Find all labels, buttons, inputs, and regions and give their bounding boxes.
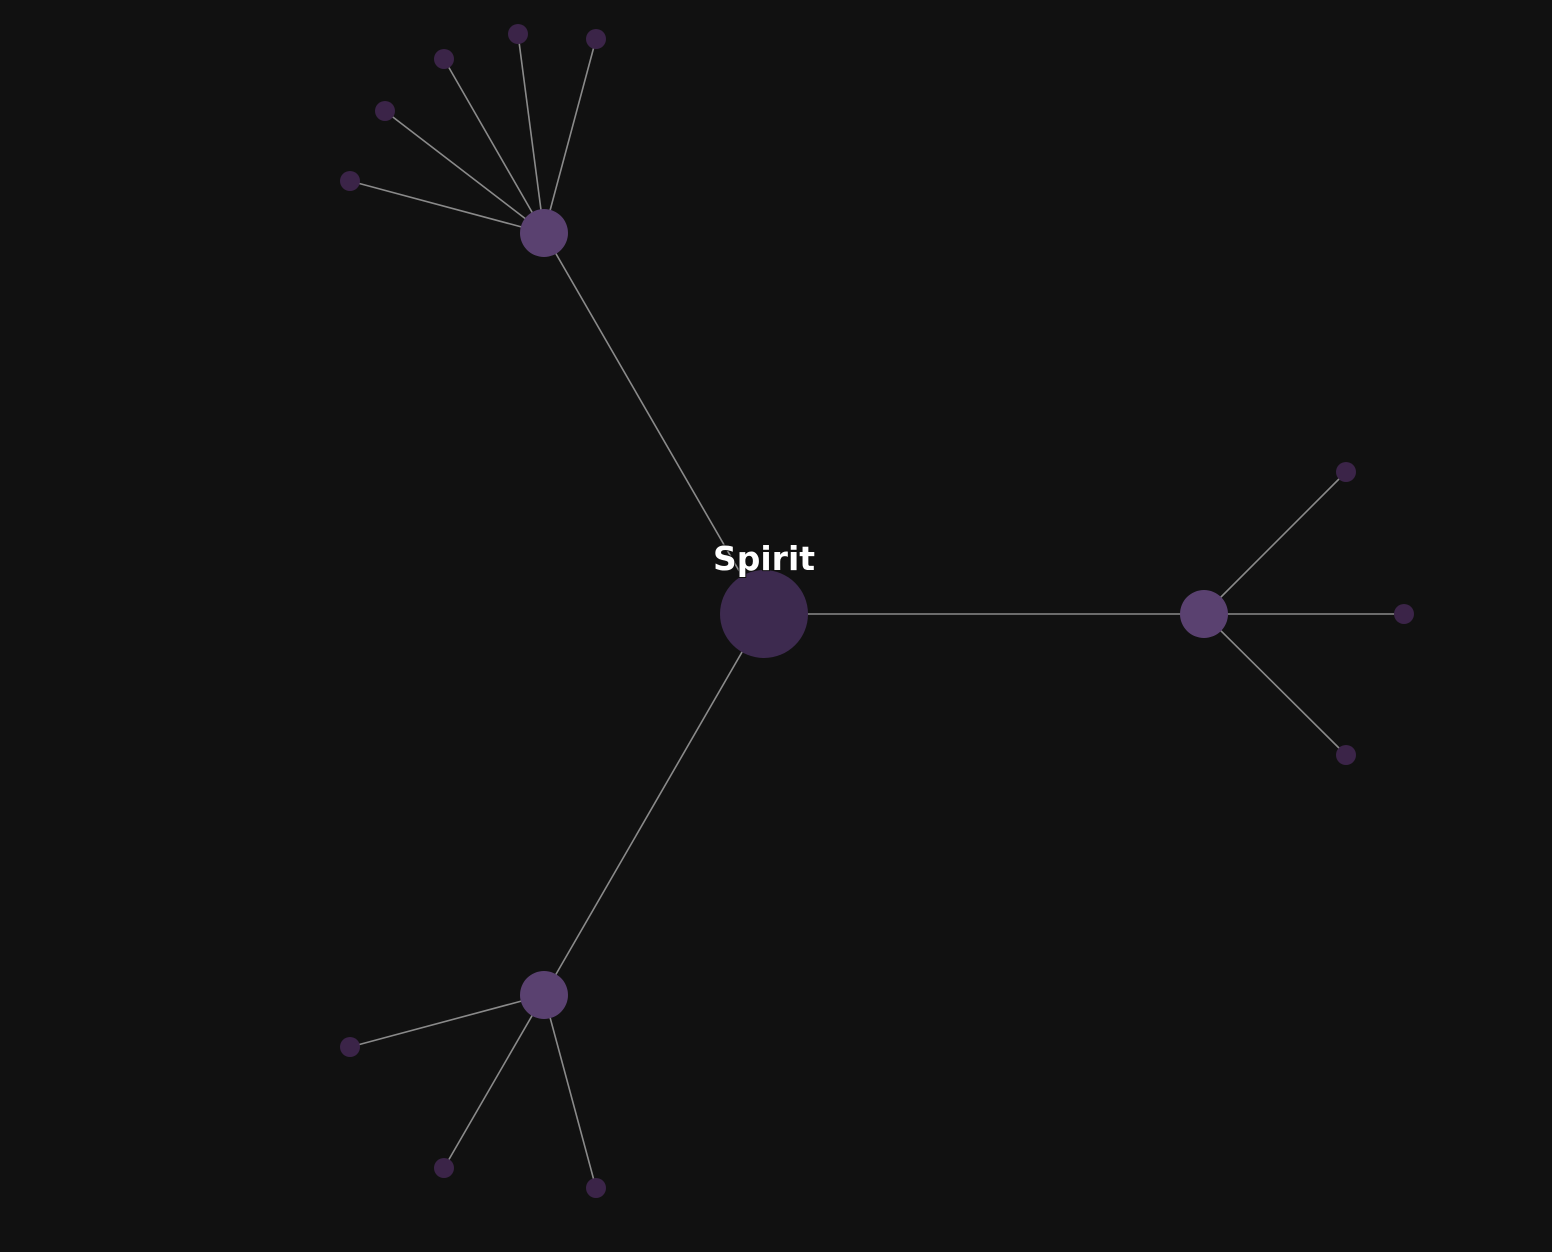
leaf-top-4-node[interactable]: [508, 24, 528, 44]
nodes-layer: [340, 24, 1414, 1198]
edge-branch-top-to-leaf-top-4: [517, 33, 545, 234]
edge-branch-top-to-leaf-top-5: [543, 38, 597, 234]
edge-spirit-to-branch-bottom: [543, 613, 765, 996]
leaf-right-3-node[interactable]: [1336, 745, 1356, 765]
branch-top-node[interactable]: [520, 209, 568, 257]
leaf-bottom-1-node[interactable]: [340, 1037, 360, 1057]
leaf-top-1-node[interactable]: [340, 171, 360, 191]
spirit-node[interactable]: [720, 570, 808, 658]
edge-branch-top-to-leaf-top-2: [384, 110, 545, 234]
leaf-top-3-node[interactable]: [434, 49, 454, 69]
leaf-top-2-node[interactable]: [375, 101, 395, 121]
root-node-label: Spirit: [713, 539, 815, 578]
leaf-bottom-3-node[interactable]: [586, 1178, 606, 1198]
branch-right-node[interactable]: [1180, 590, 1228, 638]
leaf-top-5-node[interactable]: [586, 29, 606, 49]
edge-branch-right-to-leaf-right-1: [1203, 471, 1347, 615]
edge-branch-bottom-to-leaf-bottom-1: [349, 994, 545, 1048]
edges-layer: [349, 33, 1404, 1189]
edge-spirit-to-branch-top: [543, 232, 765, 615]
edge-branch-bottom-to-leaf-bottom-2: [443, 994, 545, 1169]
leaf-right-2-node[interactable]: [1394, 604, 1414, 624]
edge-branch-top-to-leaf-top-1: [349, 180, 545, 234]
edge-branch-bottom-to-leaf-bottom-3: [543, 994, 597, 1189]
edge-branch-top-to-leaf-top-3: [443, 58, 545, 234]
branch-bottom-node[interactable]: [520, 971, 568, 1019]
leaf-right-1-node[interactable]: [1336, 462, 1356, 482]
leaf-bottom-2-node[interactable]: [434, 1158, 454, 1178]
edge-branch-right-to-leaf-right-3: [1203, 613, 1347, 756]
